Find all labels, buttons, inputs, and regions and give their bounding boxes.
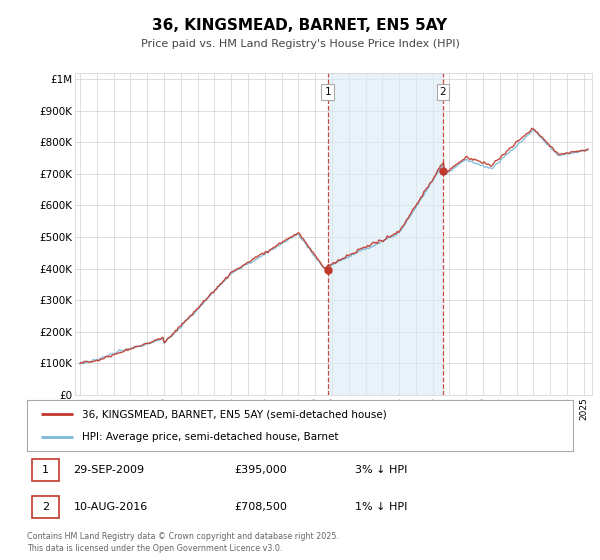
Text: HPI: Average price, semi-detached house, Barnet: HPI: Average price, semi-detached house,… — [82, 432, 338, 442]
Text: 3% ↓ HPI: 3% ↓ HPI — [355, 465, 407, 475]
Text: 1% ↓ HPI: 1% ↓ HPI — [355, 502, 407, 512]
Text: 36, KINGSMEAD, BARNET, EN5 5AY: 36, KINGSMEAD, BARNET, EN5 5AY — [152, 18, 448, 32]
Text: Contains HM Land Registry data © Crown copyright and database right 2025.
This d: Contains HM Land Registry data © Crown c… — [27, 533, 339, 553]
Text: 1: 1 — [325, 87, 331, 97]
Text: £708,500: £708,500 — [235, 502, 287, 512]
Text: 29-SEP-2009: 29-SEP-2009 — [73, 465, 145, 475]
Text: Price paid vs. HM Land Registry's House Price Index (HPI): Price paid vs. HM Land Registry's House … — [140, 39, 460, 49]
Text: 2: 2 — [42, 502, 49, 512]
FancyBboxPatch shape — [32, 459, 59, 481]
Text: 2: 2 — [439, 87, 446, 97]
Text: 1: 1 — [42, 465, 49, 475]
Text: £395,000: £395,000 — [235, 465, 287, 475]
Text: 10-AUG-2016: 10-AUG-2016 — [73, 502, 148, 512]
Bar — [328, 73, 443, 395]
FancyBboxPatch shape — [32, 496, 59, 517]
Text: 36, KINGSMEAD, BARNET, EN5 5AY (semi-detached house): 36, KINGSMEAD, BARNET, EN5 5AY (semi-det… — [82, 409, 386, 419]
